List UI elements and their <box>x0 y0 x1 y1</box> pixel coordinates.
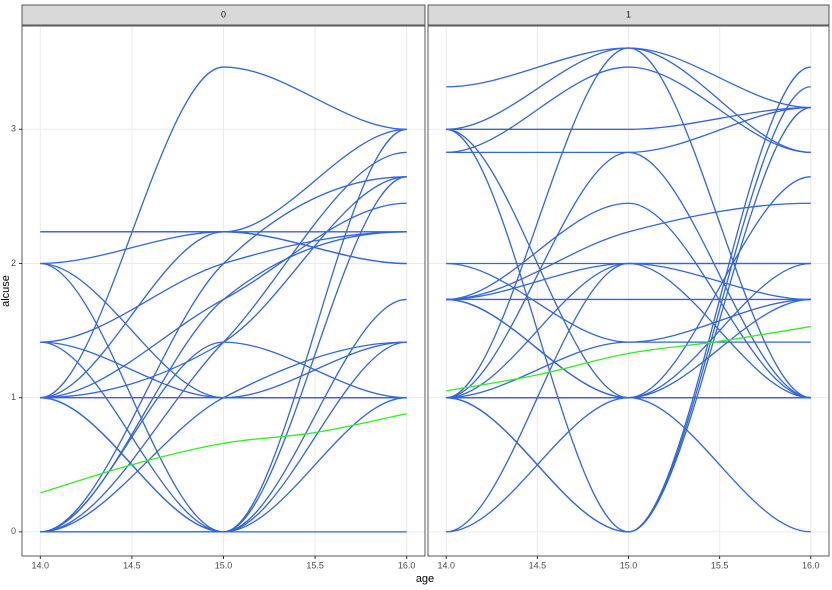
x-tick-label: 15.0 <box>215 560 233 570</box>
strip <box>427 4 830 26</box>
trajectory-line <box>446 66 811 154</box>
trajectory-line <box>446 176 811 399</box>
trajectory-line <box>40 66 407 399</box>
y-tick-label: 0 <box>11 526 16 536</box>
trajectory-line <box>446 106 811 533</box>
x-axis-label: age <box>416 573 434 585</box>
trajectory-line <box>446 47 811 399</box>
trajectory-line <box>40 176 407 533</box>
trajectory-line <box>40 341 407 533</box>
trajectory-line <box>446 202 811 399</box>
x-tick-label: 16.0 <box>802 560 820 570</box>
strip-label: 0 <box>221 9 226 19</box>
x-tick-label: 14.0 <box>437 560 455 570</box>
x-tick-label: 14.5 <box>529 560 547 570</box>
panel-border <box>21 25 426 557</box>
trajectory-line <box>40 413 407 494</box>
x-tick-label: 15.5 <box>711 560 729 570</box>
x-tick-label: 15.0 <box>620 560 638 570</box>
trajectory-line <box>40 231 407 399</box>
strip <box>21 4 426 26</box>
trajectory-line <box>446 106 811 130</box>
strip-label: 1 <box>626 9 631 19</box>
trajectory-line <box>446 341 811 399</box>
trajectory-line <box>40 176 407 533</box>
trajectory-line <box>40 341 407 399</box>
x-tick-label: 16.0 <box>398 560 416 570</box>
trajectory-line <box>446 151 811 399</box>
y-tick-label: 2 <box>11 258 16 268</box>
trajectory-line <box>446 325 811 392</box>
y-tick-label: 1 <box>11 392 16 402</box>
trajectory-line <box>446 262 811 533</box>
trajectory-line <box>446 202 811 301</box>
y-axis-label: alcuse <box>0 275 12 307</box>
x-tick-label: 14.0 <box>32 560 50 570</box>
x-tick-label: 14.5 <box>123 560 141 570</box>
x-tick-label: 15.5 <box>306 560 324 570</box>
y-tick-label: 3 <box>11 124 16 134</box>
trajectory-line <box>40 397 407 533</box>
trajectory-line <box>446 298 811 399</box>
panel-border <box>427 25 830 557</box>
